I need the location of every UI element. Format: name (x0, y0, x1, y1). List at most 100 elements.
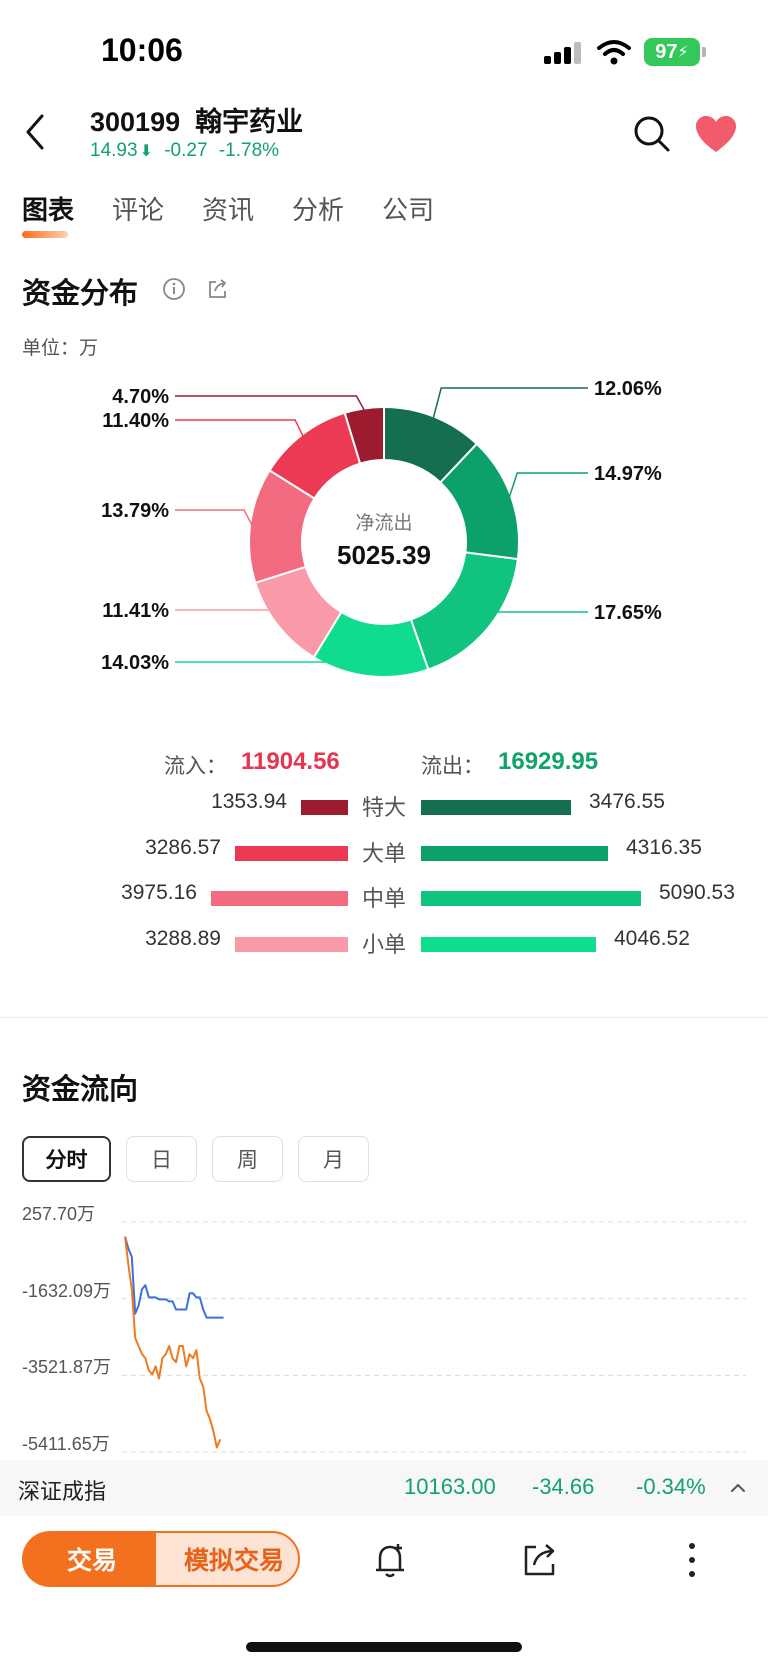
bottom-toolbar: 交易 模拟交易 (0, 1516, 768, 1665)
share-icon[interactable] (520, 1540, 560, 1580)
index-ticker-bar[interactable]: 深证成指 10163.00 -34.66 -0.34% (0, 1460, 768, 1516)
period-tabs: 分时 日 周 月 (22, 1136, 384, 1182)
outflow-bar (421, 937, 596, 952)
tab-bar: 图表 评论 资讯 分析 公司 (22, 190, 472, 240)
outflow-amount: 4316.35 (626, 836, 702, 859)
leader-line (175, 661, 371, 675)
inflow-label: 流入： (164, 755, 227, 778)
y-tick-label: -5411.65万 (22, 1434, 110, 1454)
status-bar: 10:06 97 ⚡ (0, 0, 768, 100)
slice-percent-label: 11.40% (102, 410, 169, 432)
back-arrow-icon[interactable] (20, 112, 52, 152)
tab-analysis[interactable]: 分析 (292, 195, 345, 225)
tab-news[interactable]: 资讯 (202, 195, 255, 225)
stock-change-pct: -1.78% (218, 140, 280, 161)
inflow-amount: 3288.89 (145, 927, 221, 950)
inflow-bar (235, 846, 348, 861)
slice-percent-label: 4.70% (112, 386, 169, 408)
index-value: 10163.00 (404, 1474, 496, 1499)
order-size-label: 大单 (361, 841, 406, 866)
stock-name: 翰宇药业 (195, 107, 304, 137)
inflow-amount: 3286.57 (145, 836, 221, 859)
period-tab-day[interactable]: 日 (126, 1136, 197, 1182)
slice-percent-label: 17.65% (594, 602, 662, 624)
status-time: 10:06 (101, 32, 183, 68)
order-size-label: 中单 (361, 886, 406, 911)
outflow-amount: 3476.55 (589, 790, 665, 813)
wifi-icon (597, 40, 631, 65)
inflow-amount: 3975.16 (121, 881, 197, 904)
order-size-row: 3286.57 大单 4316.35 (0, 836, 768, 872)
tab-comments[interactable]: 评论 (112, 195, 165, 225)
y-tick-label: -3521.87万 (22, 1357, 112, 1378)
search-icon[interactable] (632, 114, 672, 154)
slice-percent-label: 11.41% (102, 600, 169, 622)
distribution-donut-chart: 12.06% 14.97% 17.65% 14.03% 11.41% 13.79% 11.4… (101, 378, 662, 678)
donut-slice (343, 405, 385, 465)
stock-change: -0.27 (164, 140, 208, 161)
share-small-icon[interactable] (206, 277, 230, 301)
index-change-pct: -0.34% (636, 1474, 706, 1499)
section-divider (0, 1017, 768, 1018)
leader-line (486, 611, 588, 627)
inflow-amount: 1353.94 (211, 790, 287, 813)
outflow-bar (421, 846, 608, 861)
order-size-label: 小单 (361, 932, 406, 957)
inflow-bar (301, 800, 348, 815)
home-indicator (246, 1642, 522, 1652)
flow-title: 资金流向 (22, 1074, 139, 1106)
stock-quote: 14.93 ⬇ -0.27 -1.78% (90, 140, 285, 162)
stock-header: 300199 翰宇药业 14.93 ⬇ -0.27 -1.78% (0, 96, 768, 170)
net-outflow-value: 5025.39 (337, 540, 431, 570)
period-tab-month[interactable]: 月 (298, 1136, 369, 1182)
info-icon[interactable] (162, 277, 186, 301)
more-options-icon[interactable] (680, 1540, 704, 1580)
leader-line (175, 395, 366, 411)
slice-percent-label: 14.03% (101, 652, 169, 674)
slice-percent-label: 14.97% (594, 463, 662, 485)
inflow-bar (235, 937, 348, 952)
inflow-bar (211, 891, 348, 906)
battery-indicator: 97 ⚡ (644, 38, 706, 66)
cellular-signal-icon (544, 42, 586, 64)
flow-series-line-orange (124, 1236, 222, 1449)
order-size-row: 1353.94 特大 3476.55 (0, 790, 768, 826)
stock-price: 14.93 (90, 140, 138, 161)
stock-code: 300199 (90, 107, 181, 137)
period-tab-intraday[interactable]: 分时 (22, 1136, 111, 1182)
flow-series-line-blue (124, 1236, 224, 1319)
outflow-bar (421, 800, 571, 815)
leader-line (175, 509, 253, 526)
index-change: -34.66 (532, 1474, 595, 1499)
outflow-label: 流出： (421, 755, 484, 778)
fund-flow-line-chart (122, 1221, 746, 1453)
order-size-label: 特大 (361, 795, 406, 820)
favorite-heart-icon[interactable] (694, 114, 738, 154)
leader-line (508, 472, 588, 498)
outflow-amount: 5090.53 (659, 881, 735, 904)
slice-percent-label: 12.06% (594, 378, 662, 400)
y-tick-label: -1632.09万 (22, 1280, 112, 1301)
inflow-value: 11904.56 (241, 748, 340, 775)
period-tab-week[interactable]: 周 (212, 1136, 283, 1182)
y-tick-label: 257.70万 (22, 1204, 96, 1224)
net-outflow-label: 净流出 (355, 513, 413, 534)
outflow-bar (421, 891, 641, 906)
tab-chart[interactable]: 图表 (22, 190, 74, 238)
tab-company[interactable]: 公司 (382, 195, 435, 225)
simulated-trade-button[interactable]: 模拟交易 (154, 1531, 300, 1587)
order-size-row: 3975.16 中单 5090.53 (0, 881, 768, 917)
index-name: 深证成指 (18, 1479, 107, 1504)
stock-title: 300199 翰宇药业 (90, 100, 303, 139)
chevron-up-icon[interactable] (728, 1478, 748, 1498)
outflow-value: 16929.95 (498, 748, 599, 775)
leader-line (175, 419, 304, 437)
alert-bell-icon[interactable] (370, 1540, 410, 1580)
leader-line (175, 609, 281, 625)
down-arrow-icon: ⬇ (139, 143, 153, 160)
slice-percent-label: 13.79% (101, 500, 169, 522)
flow-summary: 流入： 11904.56 流出： 16929.95 (0, 746, 768, 782)
unit-label: 单位：万 (22, 338, 99, 359)
leader-line (432, 387, 588, 419)
trade-button[interactable]: 交易 (22, 1531, 186, 1587)
